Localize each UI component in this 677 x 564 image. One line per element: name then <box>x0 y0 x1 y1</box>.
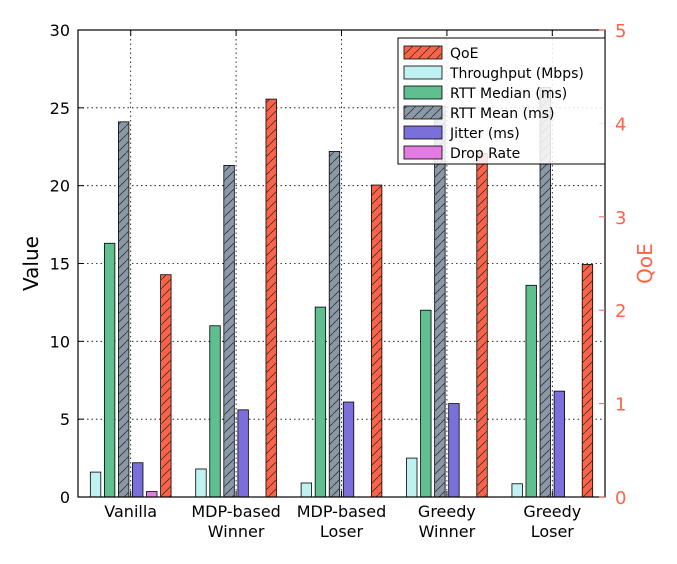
legend-entry: RTT Median (ms) <box>403 85 567 102</box>
bar-hatch <box>371 185 382 497</box>
legend-label: QoE <box>450 46 478 62</box>
legend-entry: Jitter (ms) <box>403 125 520 142</box>
bar <box>89 471 102 498</box>
bar-hatch <box>160 274 172 497</box>
y-tick-label: 20 <box>50 177 70 196</box>
y-right-tick-label: 5 <box>615 21 626 42</box>
y-right-tick-label: 1 <box>615 395 626 416</box>
legend-swatch <box>403 145 443 160</box>
legend-label: Jitter (ms) <box>449 126 520 142</box>
y-right-tick-label: 4 <box>615 114 626 135</box>
bars <box>89 87 594 498</box>
legend-swatch-hatch <box>404 106 442 119</box>
y-tick-label: 15 <box>50 255 70 274</box>
y-tick-label: 0 <box>60 488 70 507</box>
legend-label: Throughput (Mbps) <box>449 66 584 82</box>
bar <box>511 483 523 498</box>
legend-swatch <box>403 125 443 140</box>
legend: QoE Throughput (Mbps) RTT Median (ms) RTT M… <box>397 37 606 165</box>
y-axis-title: Value <box>19 236 43 291</box>
bar <box>525 284 537 498</box>
bar-hatch <box>540 87 551 497</box>
legend-entry: Throughput (Mbps) <box>403 65 584 82</box>
series-rtt-median-ms <box>103 242 537 498</box>
series-drop-rate <box>146 491 158 498</box>
bar-hatch <box>476 153 488 497</box>
y-right-axis-title: QoE <box>633 243 657 284</box>
legend-swatch-hatch <box>404 46 442 59</box>
bar <box>103 242 116 498</box>
legend-swatch <box>403 65 443 80</box>
x-tick-label-line: Greedy <box>418 502 476 521</box>
series-qoe <box>160 98 594 498</box>
y-right-tick-label: 3 <box>615 208 626 229</box>
legend-entry: RTT Mean (ms) <box>403 105 554 122</box>
y-tick-label: 30 <box>50 21 70 40</box>
bar <box>406 457 418 498</box>
legend-entry: Drop Rate <box>403 145 520 162</box>
legend-entry: QoE <box>403 45 478 62</box>
bar <box>209 325 221 498</box>
series-rtt-mean-ms <box>118 87 551 498</box>
bar-hatch <box>329 151 340 498</box>
x-tick-label-line: Winner <box>208 522 265 541</box>
bar <box>342 401 355 498</box>
legend-label: RTT Mean (ms) <box>450 106 554 122</box>
bar <box>237 409 249 498</box>
legend-swatch <box>403 85 443 100</box>
bar <box>448 403 460 498</box>
bar-hatch <box>434 106 446 497</box>
x-tick-label-line: Loser <box>320 522 364 541</box>
bar <box>195 468 207 498</box>
x-tick-label-line: Winner <box>419 522 476 541</box>
y-tick-label: 25 <box>50 99 70 118</box>
legend-label: RTT Median (ms) <box>450 86 567 102</box>
x-tick-label-line: MDP-based <box>191 502 281 521</box>
x-tick-label: Greedy Winner <box>418 502 476 541</box>
bar <box>553 390 565 498</box>
legend-label: Drop Rate <box>450 146 520 162</box>
bar <box>300 482 313 498</box>
x-tick-label: MDP-based Winner <box>191 502 281 541</box>
y-tick-label: 5 <box>60 410 70 429</box>
y-right-tick-label: 2 <box>615 301 626 322</box>
x-tick-label-line: MDP-based <box>297 502 387 521</box>
x-tick-label: MDP-based Loser <box>297 502 387 541</box>
x-tick-label-line: Vanilla <box>104 502 157 521</box>
bar <box>420 309 432 498</box>
bar-hatch <box>265 99 277 497</box>
bar <box>314 306 327 498</box>
bar-hatch <box>582 264 593 497</box>
bar <box>146 491 158 498</box>
bar <box>132 462 144 498</box>
x-tick-label-line: Greedy <box>523 502 581 521</box>
y-tick-label: 10 <box>50 332 70 351</box>
x-tick-label: Vanilla <box>104 502 157 521</box>
x-tick-label-line: Loser <box>531 522 575 541</box>
bar-hatch <box>118 121 129 498</box>
x-tick-label: Greedy Loser <box>523 502 581 541</box>
y-right-tick-label: 0 <box>615 488 626 509</box>
bar-hatch <box>223 165 235 497</box>
